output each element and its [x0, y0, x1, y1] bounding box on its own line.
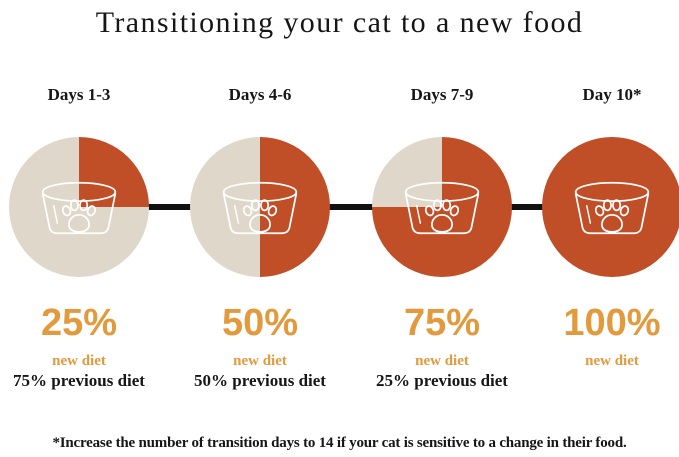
paw-print-icon — [242, 199, 278, 233]
timeline-connector-line — [79, 204, 612, 210]
stage-day-10: Day 10* 100% new diet — [524, 85, 679, 371]
pet-bowl-icon — [404, 181, 480, 235]
stage-days-1-3: Days 1-3 25% new diet 75% previous diet — [0, 85, 167, 390]
pet-bowl-icon — [41, 181, 117, 235]
diet-ratio-pie — [372, 137, 512, 277]
previous-diet-label: 75% previous diet — [13, 371, 145, 390]
new-diet-percent: 75% — [403, 302, 481, 344]
diet-ratio-pie — [190, 137, 330, 277]
stage-days-4-6: Days 4-6 50% new diet 50% previous diet — [172, 85, 348, 390]
new-diet-label: new diet — [415, 353, 469, 369]
stage-label: Days 4-6 — [228, 85, 292, 104]
paw-print-icon — [594, 199, 630, 233]
diet-ratio-pie — [542, 137, 679, 277]
stage-label: Days 1-3 — [47, 85, 111, 104]
new-diet-label: new diet — [233, 353, 287, 369]
diet-ratio-pie — [9, 137, 149, 277]
stage-label: Days 7-9 — [410, 85, 474, 104]
page-title: Transitioning your cat to a new food — [95, 6, 584, 39]
footnote: *Increase the number of transition days … — [52, 435, 627, 451]
new-diet-label: new diet — [52, 353, 106, 369]
new-diet-percent: 25% — [40, 302, 118, 344]
pet-bowl-icon — [222, 181, 298, 235]
previous-diet-label: 50% previous diet — [194, 371, 326, 390]
pet-bowl-icon — [574, 181, 650, 235]
stage-days-7-9: Days 7-9 75% new diet 25% previous diet — [354, 85, 530, 390]
new-diet-label: new diet — [585, 353, 639, 369]
previous-diet-label: 25% previous diet — [376, 371, 508, 390]
new-diet-percent: 100% — [563, 302, 661, 344]
new-diet-percent: 50% — [221, 302, 299, 344]
paw-print-icon — [424, 199, 460, 233]
paw-print-icon — [61, 199, 97, 233]
stage-label: Day 10* — [582, 85, 642, 104]
